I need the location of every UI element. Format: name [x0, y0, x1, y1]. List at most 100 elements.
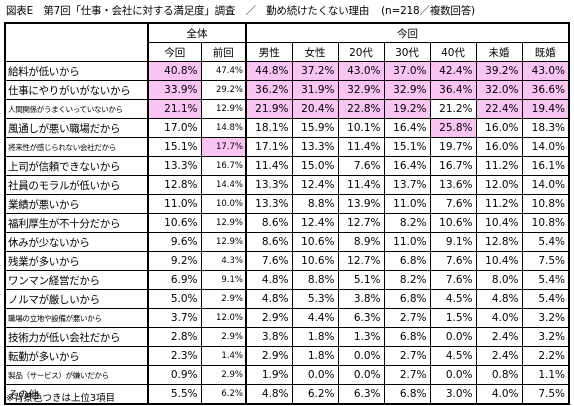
value-cell: 22.8% — [337, 99, 385, 119]
value-cell: 4.0% — [475, 308, 523, 328]
value-cell: 15.0% — [291, 156, 339, 176]
value-cell: 12.9% — [200, 232, 247, 252]
header-col-single: 未婚 — [475, 42, 523, 62]
table-row: 仕事にやりがいがないから 33.9% 29.2% 36.2% 31.9% 32.9% 32.… — [4, 80, 570, 100]
value-cell: 11.0% — [147, 194, 202, 214]
value-cell: 7.6% — [429, 194, 477, 214]
table-row: ワンマン経営だから 6.9% 9.1% 4.8% 8.8% 5.1% 8.2% 7.6% 8.0… — [4, 270, 570, 290]
value-cell: 0.9% — [147, 365, 202, 385]
row-label: 上司が信頼できないから — [4, 156, 149, 176]
value-cell: 10.6% — [291, 251, 339, 271]
value-cell: 15.1% — [147, 137, 202, 157]
header-row-groups: 全体 今回 — [4, 22, 570, 62]
value-cell: 20.4% — [291, 99, 339, 119]
header-col-male: 男性 — [245, 42, 293, 62]
value-cell: 6.8% — [383, 251, 431, 271]
value-cell: 12.8% — [147, 175, 202, 195]
table-row: 業績が悪いから 11.0% 10.0% 13.3% 8.8% 13.9% 11.0% 7.6%… — [4, 194, 570, 214]
value-cell: 11.4% — [337, 137, 385, 157]
sample-note: (n=218／複数回答) — [381, 5, 475, 17]
value-cell: 12.0% — [200, 308, 247, 328]
value-cell: 37.0% — [383, 61, 431, 81]
value-cell: 12.8% — [475, 232, 523, 252]
value-cell: 9.1% — [429, 232, 477, 252]
table-row: 給料が低いから 40.8% 47.4% 44.8% 37.2% 43.0% 37.0% 42.… — [4, 61, 570, 81]
value-cell: 8.0% — [475, 270, 523, 290]
row-label: 転勤が多いから — [4, 346, 149, 366]
row-label: 人間関係がうまくいっていないから — [4, 99, 149, 119]
value-cell: 10.8% — [521, 194, 570, 214]
row-label: 風通しが悪い職場だから — [4, 118, 149, 138]
value-cell: 21.9% — [245, 99, 293, 119]
value-cell: 3.8% — [337, 289, 385, 309]
value-cell: 8.2% — [383, 270, 431, 290]
value-cell: 1.1% — [521, 365, 570, 385]
value-cell: 8.8% — [291, 270, 339, 290]
header-row-columns: 今回 前回 男性 女性 20代 30代 40代 未婚 既婚 — [5, 42, 570, 62]
row-label: 福利厚生が不十分だから — [4, 213, 149, 233]
value-cell: 4.4% — [291, 308, 339, 328]
value-cell: 12.0% — [475, 175, 523, 195]
value-cell: 6.9% — [147, 270, 202, 290]
value-cell: 7.6% — [429, 270, 477, 290]
header-col-previous: 前回 — [200, 42, 247, 62]
table-row: その他 5.5% 6.2% 4.8% 6.2% 6.3% 6.8% 3.0% 4.0% 7.5% — [4, 384, 570, 405]
survey-table: 全体 今回 今回 前回 男性 女性 20代 30代 40代 未婚 既婚 給料が低… — [4, 22, 570, 405]
value-cell: 47.4% — [200, 61, 247, 81]
row-label: 技術力が低い会社だから — [4, 327, 149, 347]
value-cell: 13.6% — [429, 175, 477, 195]
value-cell: 32.9% — [337, 80, 385, 100]
value-cell: 5.5% — [147, 384, 202, 405]
value-cell: 8.6% — [245, 232, 293, 252]
value-cell: 1.3% — [337, 327, 385, 347]
row-label: 社員のモラルが低いから — [4, 175, 149, 195]
value-cell: 8.6% — [245, 213, 293, 233]
value-cell: 10.4% — [475, 251, 523, 271]
value-cell: 6.8% — [383, 384, 431, 405]
value-cell: 12.7% — [337, 213, 385, 233]
value-cell: 36.4% — [429, 80, 477, 100]
value-cell: 8.8% — [291, 194, 339, 214]
header-col-40s: 40代 — [429, 42, 477, 62]
value-cell: 14.0% — [521, 175, 570, 195]
value-cell: 11.4% — [245, 156, 293, 176]
table-row: ノルマが厳しいから 5.0% 2.9% 4.8% 5.3% 3.8% 6.8% 4.5% 4.8… — [4, 289, 570, 309]
value-cell: 10.4% — [475, 213, 523, 233]
row-label: その他 — [4, 384, 149, 405]
value-cell: 19.7% — [429, 137, 477, 157]
value-cell: 1.5% — [429, 308, 477, 328]
value-cell: 5.4% — [521, 270, 570, 290]
value-cell: 40.8% — [147, 61, 202, 81]
value-cell: 1.9% — [245, 365, 293, 385]
value-cell: 4.0% — [475, 384, 523, 405]
row-label: 職場の立地や設備が悪いから — [4, 308, 149, 328]
value-cell: 4.8% — [245, 270, 293, 290]
value-cell: 16.4% — [383, 118, 431, 138]
value-cell: 39.2% — [475, 61, 523, 81]
value-cell: 21.1% — [147, 99, 202, 119]
value-cell: 4.5% — [429, 289, 477, 309]
value-cell: 15.9% — [291, 118, 339, 138]
value-cell: 7.6% — [429, 251, 477, 271]
footnote: ※背景色つきは上位3項目 — [6, 393, 116, 404]
value-cell: 4.8% — [475, 289, 523, 309]
value-cell: 4.5% — [429, 346, 477, 366]
value-cell: 6.3% — [337, 384, 385, 405]
value-cell: 13.3% — [147, 156, 202, 176]
value-cell: 31.9% — [291, 80, 339, 100]
value-cell: 4.3% — [200, 251, 247, 271]
value-cell: 36.2% — [245, 80, 293, 100]
value-cell: 10.1% — [337, 118, 385, 138]
table-row: 上司が信頼できないから 13.3% 16.7% 11.4% 15.0% 7.6% 16.4%… — [4, 156, 570, 176]
value-cell: 5.4% — [521, 232, 570, 252]
header-col-30s: 30代 — [383, 42, 431, 62]
value-cell: 6.2% — [291, 384, 339, 405]
value-cell: 2.7% — [383, 365, 431, 385]
value-cell: 9.1% — [200, 270, 247, 290]
value-cell: 13.3% — [291, 137, 339, 157]
value-cell: 10.8% — [521, 213, 570, 233]
value-cell: 3.8% — [245, 327, 293, 347]
table-row: 人間関係がうまくいっていないから 21.1% 12.9% 21.9% 20.4% 22.8… — [4, 99, 570, 119]
value-cell: 15.1% — [383, 137, 431, 157]
